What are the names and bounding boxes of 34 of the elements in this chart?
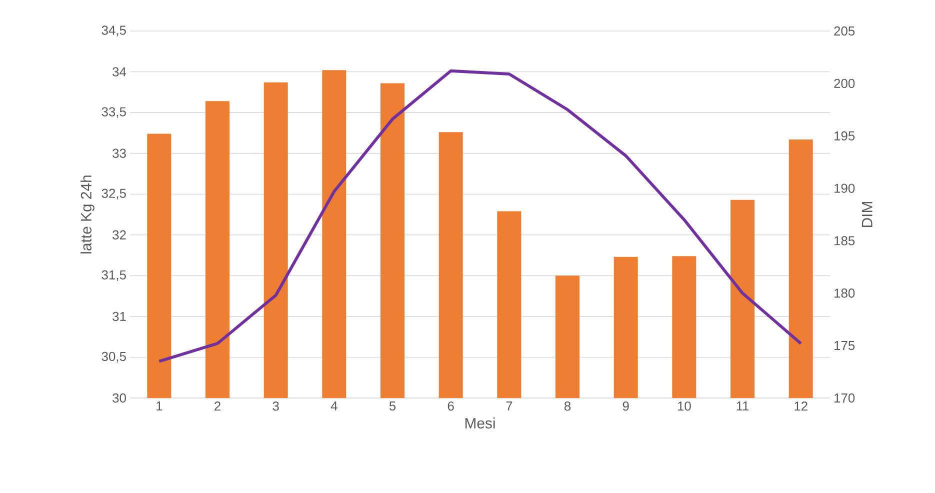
x-axis-title: Mesi xyxy=(465,418,495,428)
x-tick-label: 1 xyxy=(156,402,162,410)
y2-tick-label: 190 xyxy=(834,184,855,193)
x-tick-label: 7 xyxy=(506,402,512,410)
y2-tick-label: 200 xyxy=(834,78,855,88)
y2-tick-label: 180 xyxy=(834,288,855,298)
y2-tick-label: 170 xyxy=(834,393,855,403)
y-tick-label: 30,5 xyxy=(102,352,126,363)
y-tick-label: 32 xyxy=(112,230,126,240)
x-tick-label: 5 xyxy=(389,402,396,411)
y-tick-label: 33,5 xyxy=(102,107,126,118)
y2-tick-label: 175 xyxy=(834,341,855,350)
y-tick-label: 31 xyxy=(112,312,126,322)
y-tick-label: 34,5 xyxy=(102,26,126,36)
x-tick-label: 12 xyxy=(794,402,808,411)
y2-tick-label: 205 xyxy=(834,26,855,36)
y-tick-label: 33 xyxy=(112,148,126,158)
x-tick-label: 9 xyxy=(622,402,629,411)
y-axis-title: latte Kg 24h xyxy=(80,176,94,254)
line-series xyxy=(158,69,802,363)
x-tick-label: 3 xyxy=(272,402,279,411)
x-tick-label: 8 xyxy=(564,402,571,411)
y-tick-label: 30 xyxy=(112,393,126,403)
y2-tick-label: 195 xyxy=(834,131,855,140)
x-tick-label: 11 xyxy=(736,402,749,410)
y-tick-label: 34 xyxy=(112,67,126,76)
y2-axis-title: DIM xyxy=(862,202,872,227)
x-tick-label: 10 xyxy=(678,402,691,411)
y2-tick-label: 185 xyxy=(834,236,855,246)
y-tick-label: 32,5 xyxy=(102,188,126,200)
y-tick-label: 31,5 xyxy=(102,270,126,282)
x-tick-label: 2 xyxy=(214,402,220,411)
x-tick-label: 6 xyxy=(448,402,454,411)
x-tick-label: 4 xyxy=(330,402,338,410)
